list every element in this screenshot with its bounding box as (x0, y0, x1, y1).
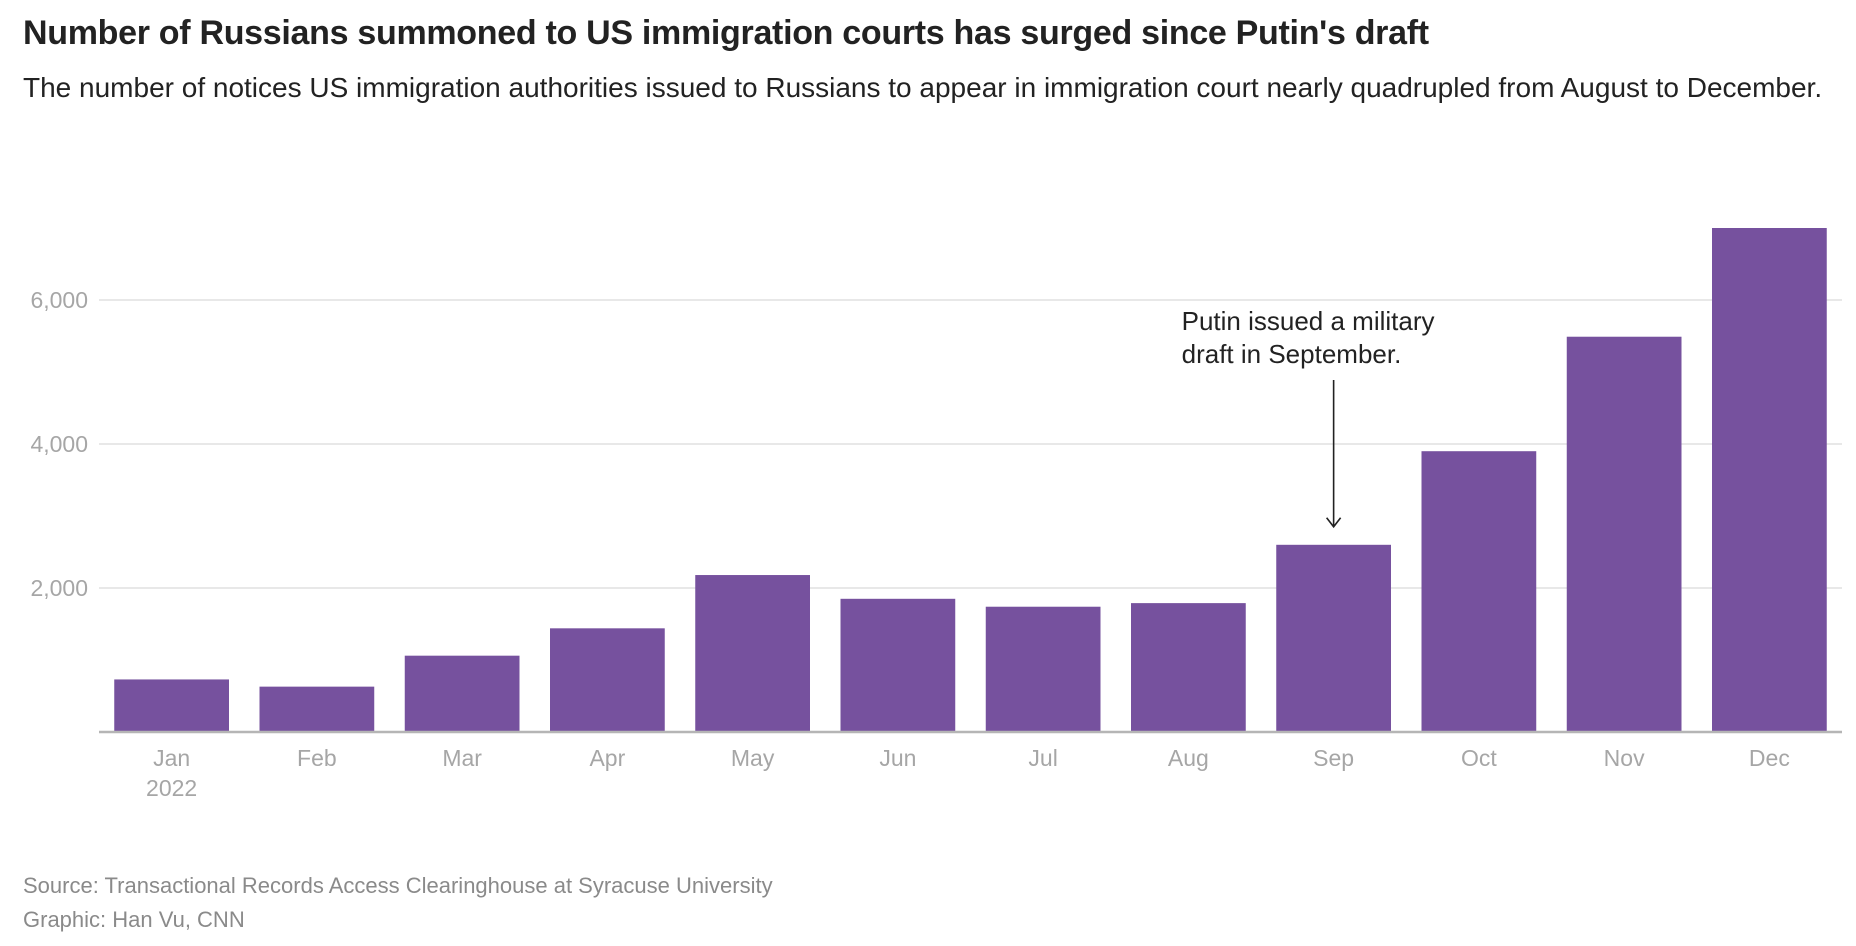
x-tick-label: Jul (1028, 745, 1057, 771)
y-tick-label: 6,000 (30, 287, 88, 313)
x-year-label: 2022 (146, 775, 197, 801)
credit-note: Graphic: Han Vu, CNN (23, 907, 245, 932)
annotation-text: Putin issued a military (1182, 306, 1435, 336)
x-tick-label: Jan (153, 745, 190, 771)
x-tick-label: Sep (1313, 745, 1354, 771)
chart-subtitle: The number of notices US immigration aut… (23, 72, 1823, 103)
bar-jun (840, 598, 956, 732)
bar-apr (550, 628, 665, 732)
x-tick-label: Aug (1168, 745, 1209, 771)
arrow-head-icon (1325, 517, 1342, 529)
bar-aug (1131, 603, 1246, 732)
x-tick-label: Dec (1749, 745, 1790, 771)
x-tick-label: Jun (879, 745, 916, 771)
x-tick-label: Oct (1461, 745, 1497, 771)
bar-feb (259, 686, 375, 732)
chart-title: Number of Russians summoned to US immigr… (23, 14, 1429, 52)
x-tick-label: Nov (1604, 745, 1645, 771)
y-tick-label: 2,000 (30, 575, 88, 601)
x-tick-label: Feb (297, 745, 337, 771)
x-tick-label: Apr (589, 745, 625, 771)
bar-sep (1276, 544, 1391, 732)
bar-may (695, 575, 810, 732)
source-note: Source: Transactional Records Access Cle… (23, 873, 773, 898)
bar-oct (1421, 451, 1537, 732)
annotation-text: draft in September. (1182, 339, 1402, 369)
x-tick-label: May (731, 745, 775, 771)
y-tick-label: 4,000 (30, 431, 88, 457)
bar-dec (1712, 228, 1827, 732)
bar-nov (1566, 336, 1682, 732)
bar-mar (404, 655, 520, 732)
bar-jan (114, 679, 229, 732)
x-tick-label: Mar (442, 745, 482, 771)
bar-jul (985, 606, 1101, 732)
